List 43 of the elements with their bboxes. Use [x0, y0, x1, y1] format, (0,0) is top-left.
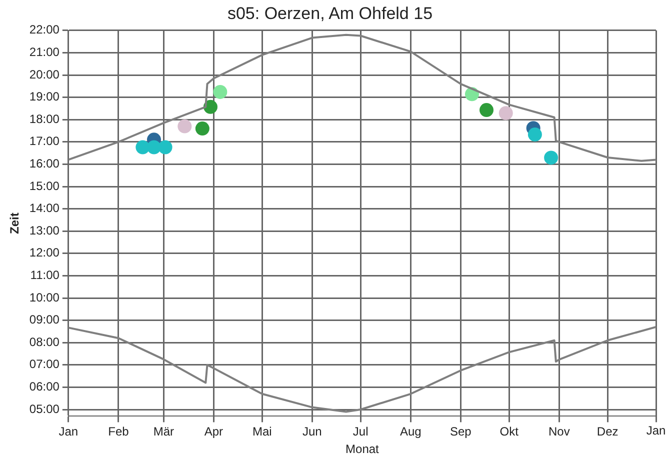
x-tick-label: Dez: [596, 424, 618, 439]
x-tick-label: Nov: [548, 424, 570, 439]
x-tick-label: Jun: [302, 424, 322, 439]
point: [498, 106, 513, 120]
point: [195, 122, 210, 136]
y-tick-label: 17:00: [29, 134, 60, 148]
y-tick-label: 14:00: [29, 201, 60, 216]
y-tick-label: 13:00: [29, 223, 60, 238]
x-tick-label: Mär: [153, 424, 174, 439]
x-tick-label: Apr: [204, 424, 224, 439]
y-tick-label: 20:00: [29, 67, 60, 82]
y-axis-title: Zeit: [8, 212, 22, 234]
point: [203, 100, 218, 114]
point: [528, 128, 542, 142]
y-tick-label: 16:00: [29, 156, 60, 171]
y-tick-label: 08:00: [29, 334, 60, 349]
point: [213, 84, 228, 99]
point: [480, 103, 494, 118]
x-tick-label: Aug: [400, 424, 422, 439]
x-tick-label: Okt: [500, 424, 520, 439]
y-tick-label: 18:00: [29, 112, 60, 126]
y-tick-label: 11:00: [30, 268, 60, 282]
y-tick-label: 10:00: [29, 290, 60, 304]
x-tick-label: Jul: [352, 424, 368, 439]
y-tick-label: 19:00: [29, 90, 60, 104]
y-tick-label: 21:00: [29, 45, 60, 60]
x-tick-label: Mai: [252, 424, 272, 439]
point: [544, 150, 558, 165]
point: [146, 140, 161, 154]
y-tick-label: 05:00: [29, 402, 60, 416]
x-tick-label: Feb: [108, 424, 130, 439]
point: [158, 140, 172, 154]
point: [178, 119, 192, 134]
y-tick-label: 09:00: [29, 312, 60, 327]
x-tick-label: Sep: [450, 424, 472, 439]
y-tick-label: 07:00: [29, 357, 60, 372]
y-tick-label: 15:00: [29, 178, 60, 193]
y-tick-label: 22:00: [29, 22, 60, 37]
y-tick-label: 06:00: [29, 380, 60, 394]
chart-title: s05: Oerzen, Am Ohfeld 15: [227, 4, 433, 23]
x-axis-title: Monat: [346, 442, 380, 456]
y-tick-label: 12:00: [29, 246, 60, 260]
x-tick-label: Jan: [58, 424, 78, 439]
